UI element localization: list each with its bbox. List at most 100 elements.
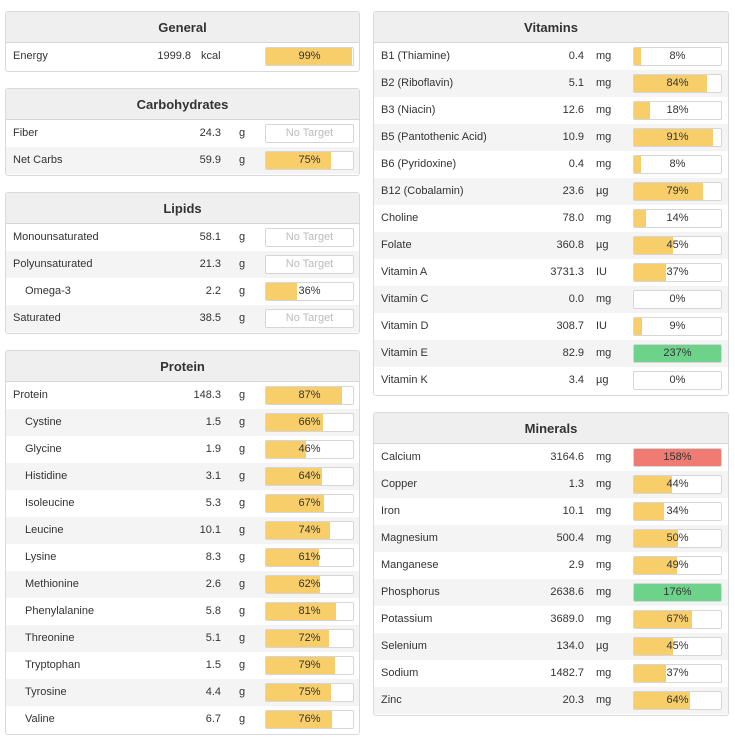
target-progress-bar: No Target xyxy=(265,124,354,143)
nutrient-row-calcium[interactable]: Calcium 3164.6 mg 158% xyxy=(374,444,728,471)
nutrient-row-polyunsaturated[interactable]: Polyunsaturated 21.3 g No Target xyxy=(6,251,359,278)
nutrient-row-isoleucine[interactable]: Isoleucine 5.3 g 67% xyxy=(6,490,359,517)
progress-fill xyxy=(634,665,667,682)
nutrient-amount: 23.6 xyxy=(562,185,584,197)
nutrient-unit: mg xyxy=(596,613,612,625)
target-progress-bar: 87% xyxy=(265,386,354,405)
nutrient-row-selenium[interactable]: Selenium 134.0 µg 45% xyxy=(374,633,728,660)
progress-percent-label: 72% xyxy=(298,632,321,644)
nutrient-unit: g xyxy=(239,497,246,509)
target-progress-bar: No Target xyxy=(265,228,354,247)
nutrient-amount: 2.9 xyxy=(568,559,584,571)
nutrient-name: Histidine xyxy=(25,470,68,482)
nutrient-amount: 8.3 xyxy=(205,551,221,563)
nutrient-name: Phenylalanine xyxy=(25,605,95,617)
nutrient-row-energy[interactable]: Energy 1999.8 kcal 99% xyxy=(6,43,359,70)
nutrient-row-b2-riboflavin[interactable]: B2 (Riboflavin) 5.1 mg 84% xyxy=(374,70,728,97)
nutrient-row-valine[interactable]: Valine 6.7 g 76% xyxy=(6,706,359,733)
nutrient-row-b12-cobalamin[interactable]: B12 (Cobalamin) 23.6 µg 79% xyxy=(374,178,728,205)
target-progress-bar: 72% xyxy=(265,629,354,648)
nutrient-row-vitamin-d[interactable]: Vitamin D 308.7 IU 9% xyxy=(374,313,728,340)
nutrient-row-cystine[interactable]: Cystine 1.5 g 66% xyxy=(6,409,359,436)
nutrient-row-potassium[interactable]: Potassium 3689.0 mg 67% xyxy=(374,606,728,633)
nutrient-amount: 134.0 xyxy=(556,640,584,652)
nutrient-row-saturated[interactable]: Saturated 38.5 g No Target xyxy=(6,305,359,332)
nutrient-name: Cystine xyxy=(25,416,62,428)
nutrient-amount: 12.6 xyxy=(562,104,584,116)
progress-percent-label: 74% xyxy=(298,524,321,536)
nutrient-row-omega-3[interactable]: Omega-3 2.2 g 36% xyxy=(6,278,359,305)
target-progress-bar: 76% xyxy=(265,710,354,729)
nutrient-unit: mg xyxy=(596,451,612,463)
nutrient-row-protein[interactable]: Protein 148.3 g 87% xyxy=(6,382,359,409)
target-progress-bar: 50% xyxy=(633,529,722,548)
nutrient-row-b5-pantothenic-acid[interactable]: B5 (Pantothenic Acid) 10.9 mg 91% xyxy=(374,124,728,151)
nutrient-row-manganese[interactable]: Manganese 2.9 mg 49% xyxy=(374,552,728,579)
nutrient-name: Threonine xyxy=(25,632,75,644)
section-title-minerals: Minerals xyxy=(374,413,728,444)
nutrient-row-sodium[interactable]: Sodium 1482.7 mg 37% xyxy=(374,660,728,687)
nutrient-unit: g xyxy=(239,659,246,671)
progress-fill xyxy=(634,557,677,574)
nutrient-row-leucine[interactable]: Leucine 10.1 g 74% xyxy=(6,517,359,544)
progress-percent-label: 45% xyxy=(666,640,689,652)
nutrient-row-magnesium[interactable]: Magnesium 500.4 mg 50% xyxy=(374,525,728,552)
target-progress-bar: 75% xyxy=(265,683,354,702)
nutrient-row-vitamin-c[interactable]: Vitamin C 0.0 mg 0% xyxy=(374,286,728,313)
nutrient-row-vitamin-e[interactable]: Vitamin E 82.9 mg 237% xyxy=(374,340,728,367)
target-progress-bar: 99% xyxy=(265,47,354,66)
nutrient-amount: 5.1 xyxy=(205,632,221,644)
progress-percent-label: 99% xyxy=(298,50,321,62)
nutrient-row-lysine[interactable]: Lysine 8.3 g 61% xyxy=(6,544,359,571)
target-progress-bar: 45% xyxy=(633,236,722,255)
nutrient-name: Fiber xyxy=(13,127,39,139)
nutrient-row-tyrosine[interactable]: Tyrosine 4.4 g 75% xyxy=(6,679,359,706)
target-progress-bar: 79% xyxy=(633,182,722,201)
panel-vitamins: Vitamins B1 (Thiamine) 0.4 mg 8% B2 (Ribofla… xyxy=(373,11,729,396)
progress-percent-label: 0% xyxy=(669,374,686,386)
nutrient-row-zinc[interactable]: Zinc 20.3 mg 64% xyxy=(374,687,728,714)
nutrient-amount: 59.9 xyxy=(199,154,221,166)
nutrient-row-fiber[interactable]: Fiber 24.3 g No Target xyxy=(6,120,359,147)
progress-percent-label: 87% xyxy=(298,389,321,401)
panel-protein: Protein Protein 148.3 g 87% Cystine 1.5 g 66% Gl… xyxy=(5,350,360,735)
nutrient-row-histidine[interactable]: Histidine 3.1 g 64% xyxy=(6,463,359,490)
progress-percent-label: No Target xyxy=(285,258,334,270)
section-title-protein: Protein xyxy=(6,351,359,382)
progress-percent-label: 84% xyxy=(666,77,689,89)
nutrient-unit: IU xyxy=(596,320,607,332)
target-progress-bar: 37% xyxy=(633,263,722,282)
progress-percent-label: 64% xyxy=(298,470,321,482)
nutrient-row-tryptophan[interactable]: Tryptophan 1.5 g 79% xyxy=(6,652,359,679)
nutrient-row-vitamin-a[interactable]: Vitamin A 3731.3 IU 37% xyxy=(374,259,728,286)
progress-percent-label: 0% xyxy=(669,293,686,305)
progress-percent-label: 37% xyxy=(666,667,689,679)
nutrient-row-glycine[interactable]: Glycine 1.9 g 46% xyxy=(6,436,359,463)
nutrient-amount: 308.7 xyxy=(556,320,584,332)
nutrient-amount: 5.8 xyxy=(205,605,221,617)
target-progress-bar: 9% xyxy=(633,317,722,336)
nutrient-row-copper[interactable]: Copper 1.3 mg 44% xyxy=(374,471,728,498)
nutrient-unit: g xyxy=(239,524,246,536)
nutrient-name: Choline xyxy=(381,212,419,224)
nutrient-row-monounsaturated[interactable]: Monounsaturated 58.1 g No Target xyxy=(6,224,359,251)
nutrient-amount: 1.5 xyxy=(205,416,221,428)
target-progress-bar: 8% xyxy=(633,155,722,174)
nutrient-row-net-carbs[interactable]: Net Carbs 59.9 g 75% xyxy=(6,147,359,174)
nutrient-row-phosphorus[interactable]: Phosphorus 2638.6 mg 176% xyxy=(374,579,728,606)
nutrient-row-phenylalanine[interactable]: Phenylalanine 5.8 g 81% xyxy=(6,598,359,625)
progress-fill xyxy=(266,684,332,701)
nutrient-row-b3-niacin[interactable]: B3 (Niacin) 12.6 mg 18% xyxy=(374,97,728,124)
nutrient-row-folate[interactable]: Folate 360.8 µg 45% xyxy=(374,232,728,259)
nutrient-row-methionine[interactable]: Methionine 2.6 g 62% xyxy=(6,571,359,598)
nutrient-row-threonine[interactable]: Threonine 5.1 g 72% xyxy=(6,625,359,652)
section-title-lipids: Lipids xyxy=(6,193,359,224)
nutrient-name: Methionine xyxy=(25,578,79,590)
nutrient-amount: 3164.6 xyxy=(550,451,584,463)
target-progress-bar: 81% xyxy=(265,602,354,621)
nutrient-row-b1-thiamine[interactable]: B1 (Thiamine) 0.4 mg 8% xyxy=(374,43,728,70)
nutrient-row-vitamin-k[interactable]: Vitamin K 3.4 µg 0% xyxy=(374,367,728,394)
nutrient-row-iron[interactable]: Iron 10.1 mg 34% xyxy=(374,498,728,525)
nutrient-row-choline[interactable]: Choline 78.0 mg 14% xyxy=(374,205,728,232)
nutrient-row-b6-pyridoxine[interactable]: B6 (Pyridoxine) 0.4 mg 8% xyxy=(374,151,728,178)
